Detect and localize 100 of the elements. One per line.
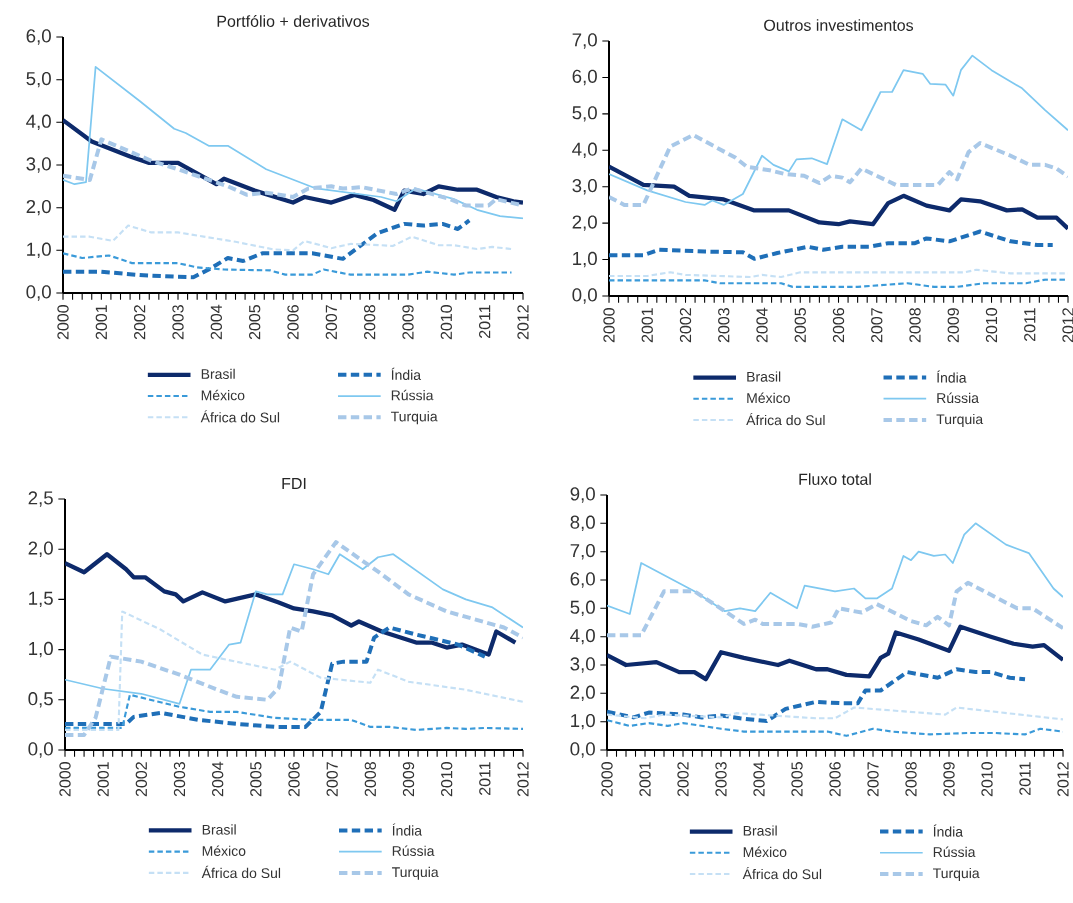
legend-label: Turquia [933,867,980,881]
y-tick-label: 0,0 [570,742,595,758]
y-tick-label: 6,0 [572,69,597,86]
legend-label: Rússia [933,846,976,858]
x-tick-label: 2000 [603,308,615,343]
y-tick-label: 6,0 [570,572,595,588]
x-tick-label: 2009 [402,762,415,797]
line-series [609,229,1055,261]
x-tick-label: 2008 [364,762,376,797]
x-tick-label: 2005 [249,305,261,340]
x-tick-label: 2000 [57,305,69,340]
legend-label: Brasil [743,825,777,836]
x-tick-label: 2012 [1062,308,1073,343]
x-tick-label: 2004 [753,761,765,797]
line-series [65,625,487,729]
legend-label: Rússia [391,389,434,401]
x-tick-label: 2008 [364,305,376,340]
legend-label: África do Sul [200,410,280,423]
x-tick-label: 2009 [402,305,414,340]
y-tick-label: 5,0 [26,71,51,88]
y-tick-label: 3,0 [570,657,595,673]
legend-label: Índia [937,370,967,383]
line-series [607,624,1064,682]
legend-label: África do Sul [746,412,825,426]
x-tick-label: 2003 [715,762,727,797]
line-series [607,522,1064,615]
x-tick-label: 2010 [985,308,998,343]
line-series [63,252,513,276]
legend-label: Turquia [936,413,984,427]
y-tick-label: 7,0 [570,543,595,560]
legend-label: Brasil [747,371,781,382]
x-tick-label: 2004 [756,307,768,343]
line-series [65,540,524,737]
y-tick-label: 2,0 [572,215,597,231]
chart-title: Portfólio + derivativos [217,15,370,27]
y-tick-label: 3,0 [572,178,597,195]
x-tick-label: 2007 [867,762,879,797]
legend-label: Turquia [392,866,439,880]
x-tick-label: 2002 [134,305,146,340]
y-tick-label: 0,0 [572,288,597,304]
x-tick-label: 2006 [829,762,841,797]
y-tick-label: 4,0 [572,142,597,158]
legend-label: Índia [391,367,422,380]
y-tick-label: 5,0 [572,106,597,122]
chart-title: Outros investimentos [764,19,914,31]
legend-label: México [747,392,790,404]
x-tick-label: 2007 [326,762,338,797]
line-series [63,218,472,280]
x-tick-label: 2001 [95,305,107,340]
line-series [65,610,524,731]
x-tick-label: 2007 [871,308,883,343]
x-tick-label: 2003 [173,762,186,797]
y-tick-label: 8,0 [570,515,595,532]
legend-label: México [743,846,787,858]
legend-label: Índia [392,823,423,836]
x-tick-label: 2009 [943,762,955,797]
x-tick-label: 2012 [517,762,529,797]
x-tick-label: 2008 [905,762,917,797]
y-tick-label: 0,5 [28,692,53,708]
x-tick-label: 2004 [210,304,222,340]
line-series [609,164,1069,231]
x-tick-label: 2012 [1057,762,1069,797]
legend-label: México [201,389,245,401]
y-tick-label: 4,0 [570,628,595,645]
legend-label: Índia [933,824,964,837]
x-tick-label: 2009 [947,308,959,343]
y-tick-label: 5,0 [570,600,595,617]
line-series [607,706,1064,721]
y-tick-label: 2,0 [28,541,53,557]
y-tick-label: 1,0 [571,713,595,730]
y-tick-label: 2,0 [570,685,595,702]
y-tick-label: 6,0 [26,29,51,45]
x-tick-label: 2000 [601,762,613,797]
x-tick-label: 2010 [441,762,453,797]
y-tick-label: 7,0 [572,33,597,49]
x-tick-label: 2002 [135,762,147,797]
line-series [65,553,524,705]
legend-label: Rússia [937,392,979,404]
x-tick-label: 2006 [832,308,845,343]
x-tick-label: 2000 [59,762,71,797]
line-series [63,224,513,252]
x-tick-label: 2004 [212,761,224,797]
x-tick-label: 2008 [909,308,921,343]
y-tick-label: 1,0 [29,641,53,658]
x-tick-label: 2002 [677,762,689,797]
legend-label: Rússia [392,845,435,856]
x-tick-label: 2010 [440,305,452,340]
y-tick-label: 1,0 [27,242,51,259]
line-series [609,54,1069,206]
y-tick-label: 1,5 [29,591,53,608]
x-tick-label: 2001 [641,308,653,343]
x-tick-label: 2011 [479,305,491,338]
y-tick-label: 0,0 [28,742,53,758]
x-tick-label: 2005 [250,762,262,797]
legend-label: Turquia [391,411,438,425]
x-tick-label: 2005 [791,762,803,797]
x-tick-label: 2001 [639,762,651,797]
legend-label: Brasil [201,368,235,379]
x-tick-label: 2012 [517,305,529,340]
x-tick-label: 2011 [479,762,491,795]
